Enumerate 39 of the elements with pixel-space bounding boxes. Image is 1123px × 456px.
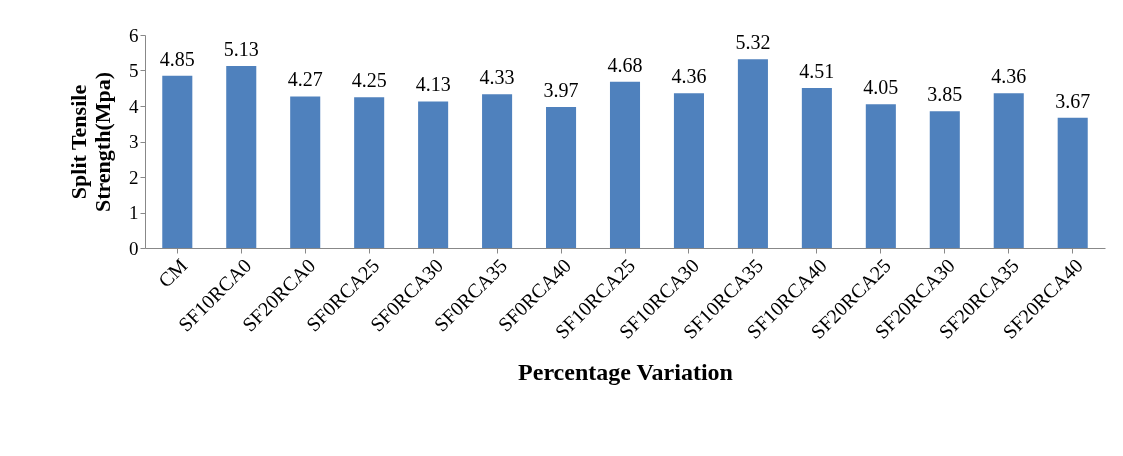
data-label: 5.13 — [223, 37, 259, 60]
y-tick-label: 0 — [129, 237, 139, 259]
data-label: 5.32 — [735, 31, 771, 54]
data-label: 4.36 — [671, 65, 707, 88]
bar — [993, 93, 1024, 248]
y-tick-label: 5 — [129, 60, 139, 81]
bar — [737, 59, 768, 248]
data-label: 4.33 — [479, 66, 515, 89]
data-label: 4.36 — [991, 65, 1027, 88]
data-label: 4.13 — [415, 73, 451, 96]
y-axis-title: Split Tensile Strength(Mpa) — [66, 71, 115, 213]
bar — [801, 87, 832, 248]
data-label: 4.51 — [799, 59, 835, 82]
data-label: 3.97 — [543, 79, 579, 102]
bar — [354, 97, 385, 248]
data-label: 4.27 — [287, 68, 323, 91]
y-tick-label: 6 — [129, 24, 139, 46]
bar — [609, 81, 641, 248]
data-label: 3.85 — [927, 83, 963, 106]
bar — [418, 101, 449, 248]
data-label: 4.05 — [863, 76, 899, 99]
bar — [546, 107, 577, 248]
bar — [482, 94, 513, 248]
bar — [673, 93, 704, 248]
bar — [1057, 117, 1088, 248]
data-label: 4.68 — [607, 53, 643, 76]
x-axis-title: Percentage Variation — [518, 358, 733, 385]
y-tick-label: 2 — [129, 166, 139, 188]
y-tick-label: 1 — [129, 202, 139, 223]
bar — [226, 65, 257, 248]
data-label: 4.85 — [159, 47, 195, 70]
data-label: 4.25 — [351, 69, 387, 92]
bar — [162, 75, 193, 248]
y-tick-label: 3 — [129, 131, 139, 152]
data-label: 3.67 — [1055, 89, 1091, 112]
bar — [290, 96, 321, 248]
bar — [865, 104, 896, 248]
y-tick-label: 4 — [129, 95, 139, 117]
bar — [929, 111, 960, 248]
